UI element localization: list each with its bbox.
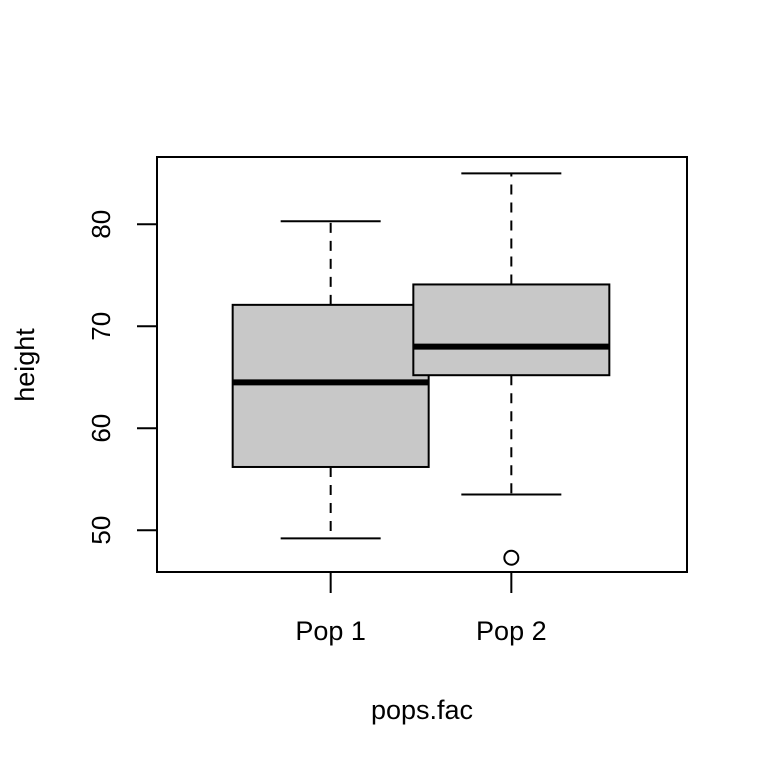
x-tick-label: Pop 2 — [476, 616, 547, 646]
outlier-point — [503, 549, 520, 566]
box-marks — [231, 172, 611, 566]
y-tick-label: 50 — [86, 516, 116, 545]
x-axis: Pop 1 Pop 2 — [295, 572, 547, 646]
y-tick-label: 70 — [86, 312, 116, 341]
plot-frame — [156, 156, 688, 573]
y-tick-label: 60 — [86, 414, 116, 443]
box — [412, 283, 611, 377]
x-axis-title: pops.fac — [371, 695, 473, 725]
x-tick-label: Pop 1 — [295, 616, 366, 646]
y-axis-title: height — [10, 328, 40, 402]
y-tick-label: 80 — [86, 210, 116, 239]
box — [231, 303, 430, 468]
